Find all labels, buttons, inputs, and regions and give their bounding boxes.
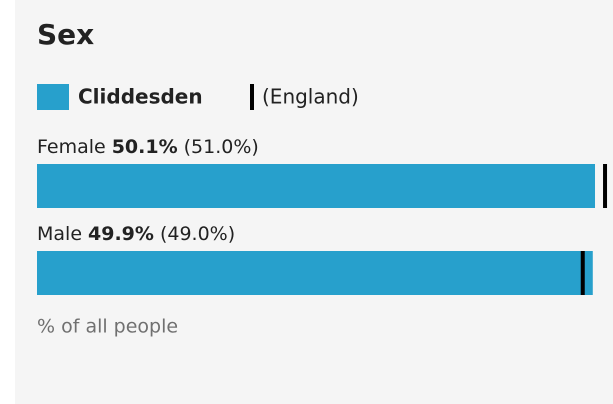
category-name: Male	[37, 223, 82, 245]
comparison-label: (49.0%)	[160, 223, 235, 245]
axis-label: % of all people	[37, 316, 178, 338]
chart-title: Sex	[37, 18, 94, 51]
comparison-marker	[603, 164, 608, 208]
value-label: 49.9%	[88, 223, 154, 245]
bar	[37, 164, 596, 208]
comparison-marker	[580, 251, 585, 295]
category-label: Female 50.1% (51.0%)	[37, 136, 259, 158]
bar	[37, 251, 593, 295]
legend-marker	[250, 84, 254, 110]
comparison-label: (51.0%)	[184, 136, 259, 158]
category-name: Female	[37, 136, 106, 158]
value-label: 50.1%	[112, 136, 178, 158]
legend-swatch	[37, 84, 69, 110]
category-label: Male 49.9% (49.0%)	[37, 223, 235, 245]
legend-label: (England)	[262, 85, 359, 109]
legend-label: Cliddesden	[78, 85, 203, 109]
